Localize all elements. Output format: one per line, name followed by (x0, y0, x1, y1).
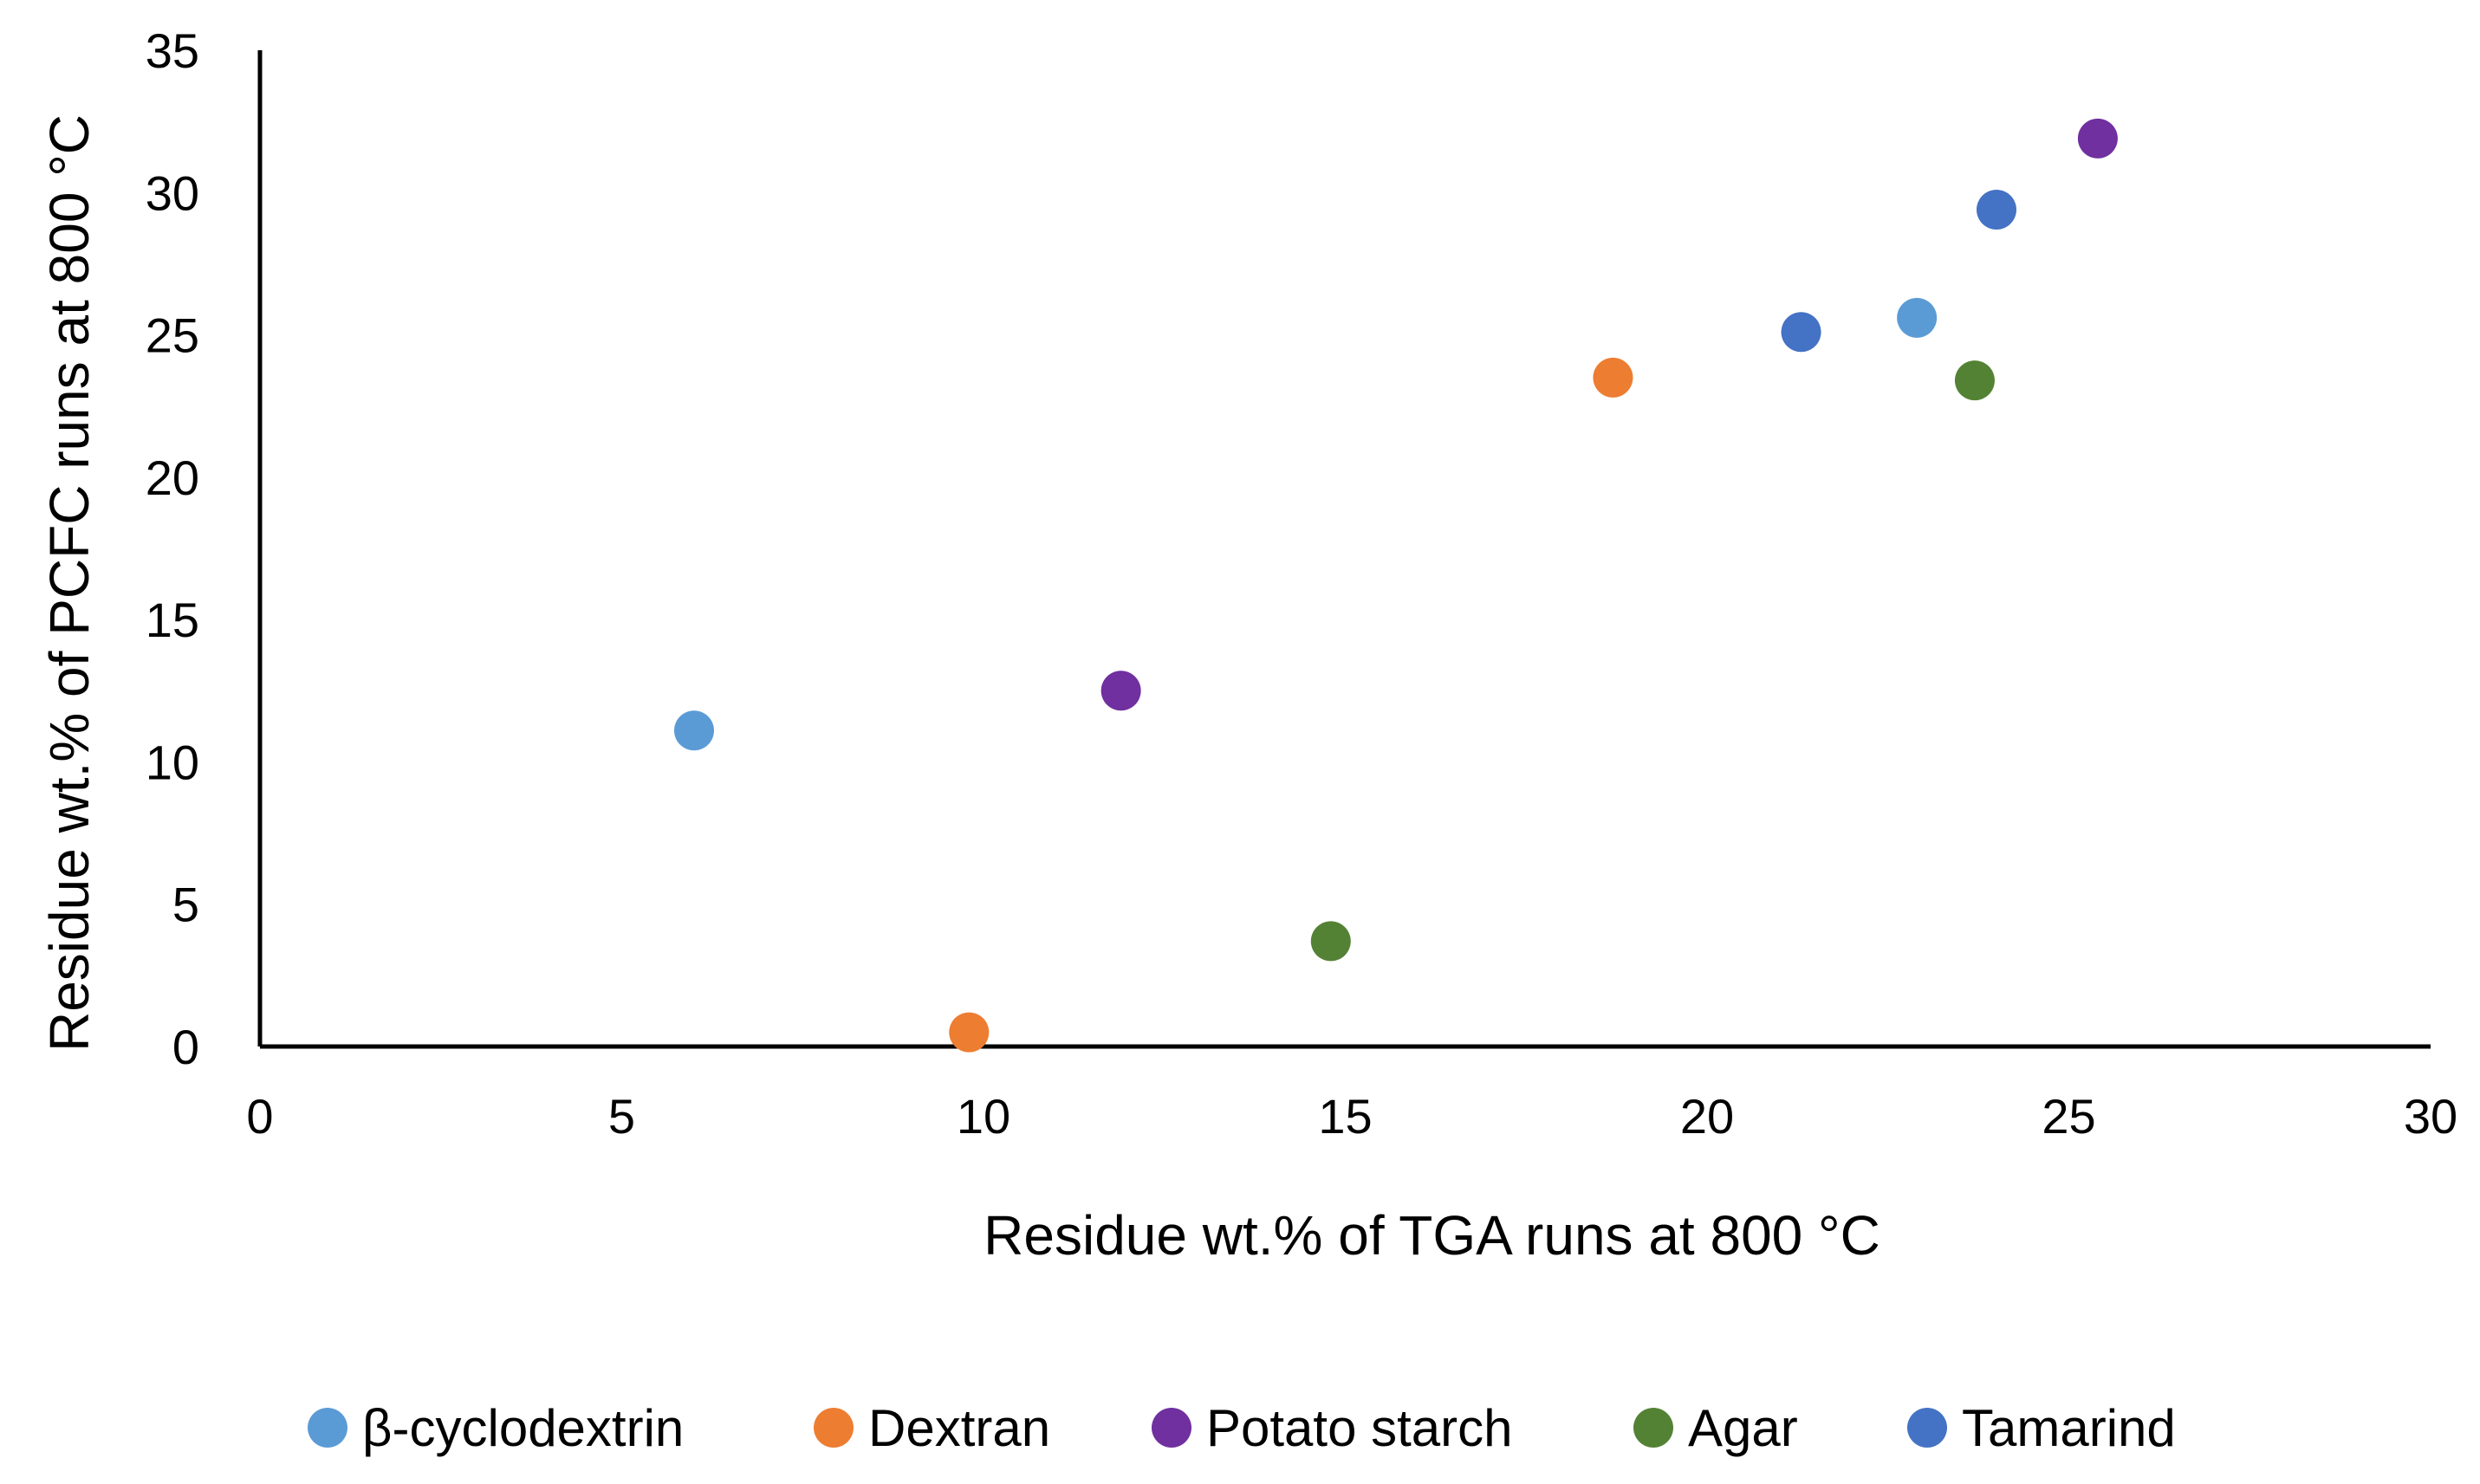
legend-marker-icon (308, 1408, 347, 1448)
data-point (949, 1012, 990, 1053)
legend-label: Agar (1688, 1399, 1798, 1457)
x-tick-labels: 0 5 10 15 20 25 30 (246, 1089, 2457, 1144)
y-tick-label: 15 (146, 593, 199, 647)
x-tick-label: 0 (246, 1089, 273, 1144)
x-tick-label: 30 (2404, 1089, 2457, 1144)
y-tick-label: 0 (172, 1020, 199, 1074)
legend: β-cyclodextrin Dextran Potato starch Agar Ta… (308, 1399, 2176, 1457)
legend-marker-icon (1152, 1408, 1191, 1448)
x-tick-label: 10 (957, 1089, 1010, 1144)
y-tick-label: 10 (146, 735, 199, 789)
y-tick-label: 20 (146, 450, 199, 505)
legend-marker-icon (1907, 1408, 1947, 1448)
legend-label: β-cyclodextrin (362, 1399, 684, 1457)
data-point (1100, 671, 1141, 711)
y-axis-title: Residue wt.% of PCFC runs at 800 °C (38, 114, 101, 1052)
legend-item: Agar (1633, 1399, 1798, 1457)
x-tick-label: 20 (1680, 1089, 1734, 1144)
y-tick-labels: 0 5 10 15 20 25 30 35 (146, 23, 199, 1074)
legend-marker-icon (1633, 1408, 1673, 1448)
legend-item: Dextran (814, 1399, 1050, 1457)
legend-marker-icon (814, 1408, 854, 1448)
data-point (2077, 118, 2118, 159)
y-tick-label: 30 (146, 165, 199, 220)
x-tick-label: 5 (608, 1089, 635, 1144)
data-point (1977, 190, 2016, 230)
data-point (1593, 357, 1633, 398)
x-tick-label: 15 (1318, 1089, 1372, 1144)
data-point (1781, 312, 1821, 353)
y-tick-label: 25 (146, 308, 199, 363)
legend-label: Potato starch (1206, 1399, 1513, 1457)
data-points (674, 118, 2118, 1053)
x-axis-title: Residue wt.% of TGA runs at 800 °C (984, 1204, 1880, 1267)
y-tick-label: 35 (146, 23, 199, 78)
data-point (1954, 360, 1995, 401)
data-point (674, 710, 714, 751)
y-tick-label: 5 (172, 878, 199, 932)
legend-label: Dextran (868, 1399, 1050, 1457)
x-tick-label: 25 (2042, 1089, 2095, 1144)
legend-item: β-cyclodextrin (308, 1399, 684, 1457)
legend-label: Tamarind (1962, 1399, 2176, 1457)
data-point (1897, 297, 1938, 338)
data-point (1310, 921, 1351, 962)
legend-item: Potato starch (1152, 1399, 1513, 1457)
legend-item: Tamarind (1907, 1399, 2176, 1457)
